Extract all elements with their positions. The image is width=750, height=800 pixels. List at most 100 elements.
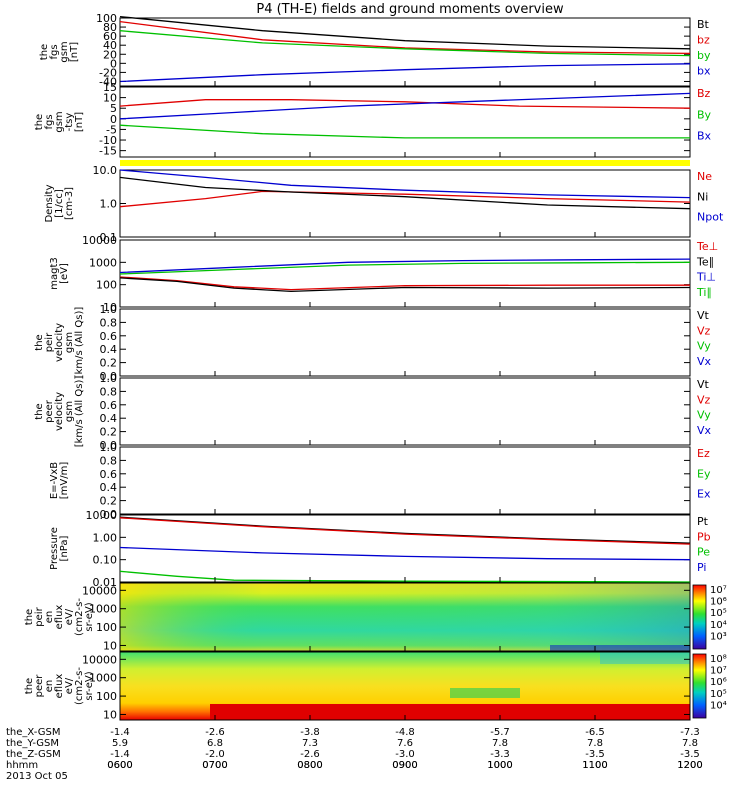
series-line-bz (119, 20, 691, 55)
ephemeris-value: 7.8 (587, 738, 603, 749)
y-axis-label-line: (cm2-s- (74, 598, 85, 636)
y-axis-label-line: en (44, 680, 55, 693)
legend-Npot: Npot (697, 211, 724, 224)
y-tick-label: 100 (96, 621, 117, 634)
panel-frame (119, 169, 691, 238)
series-line-Ni (119, 176, 691, 210)
ephemeris-value: 6.8 (207, 738, 223, 749)
y-tick-label: 1.0 (100, 198, 118, 211)
legend-by: by (697, 49, 711, 62)
y-axis-label: the peer velocity gsm [km/s (All Qs)] (34, 376, 85, 448)
y-axis-label-line: eV/ (64, 677, 75, 694)
y-tick-label: 0.2 (100, 357, 118, 370)
series-line-Pb (119, 517, 691, 545)
y-axis-label-line: [1/cc] (54, 189, 65, 218)
colorbar-label: 10⁷ (710, 585, 727, 596)
legend-Ey: Ey (697, 467, 711, 480)
y-axis-label-line: [km/s (All Qs)] (74, 307, 85, 379)
y-tick-label: 10 (103, 708, 117, 721)
panel-frame (119, 308, 691, 377)
y-tick-label: 1000 (89, 256, 117, 269)
y-tick-label: 10000 (82, 584, 117, 597)
y-tick-label: 0.8 (100, 316, 118, 329)
y-axis-label-line: velocity (54, 392, 65, 431)
time-tick-label: 0800 (297, 760, 322, 771)
legend-Vt: Vt (697, 309, 710, 322)
legend-Te⊥: Te⊥ (696, 240, 718, 253)
y-axis-label-line: eflux (54, 674, 65, 699)
y-tick-label: 1.00 (93, 531, 118, 544)
y-axis-label: the fgs gsm -tsy [nT] (34, 111, 85, 132)
legend-Bx: Bx (697, 130, 712, 143)
y-axis-label-line: gsm (54, 111, 65, 132)
y-axis-label-line: the (34, 334, 45, 350)
ephemeris-value: 7.8 (492, 738, 508, 749)
ephemeris-value: 7.3 (302, 738, 318, 749)
y-tick-label: 0.0 (100, 508, 118, 521)
colorbar-label: 10⁷ (710, 666, 727, 677)
plot-title: P4 (TH-E) fields and ground moments over… (256, 2, 564, 17)
y-axis-label: the fgs gsm [nT] (39, 41, 80, 62)
ephemeris-value: 7.6 (397, 738, 413, 749)
panel-4: 10000 1000 100 10 magt3 [eV] Te⊥ Te∥ Ti⊥ Ti∥ (49, 234, 718, 314)
y-axis-label-line: gsm (64, 332, 75, 353)
panel-10: 10000 1000 100 10 the peer en eflux eV/(cm2-s-sr… (24, 651, 727, 721)
y-tick-label: 40 (103, 39, 117, 52)
legend-Vt: Vt (697, 378, 710, 391)
y-tick-label: 80 (103, 21, 117, 34)
colorbar-label: 10⁴ (710, 620, 727, 631)
colorbar-label: 10⁶ (710, 677, 727, 688)
y-axis-label-line: [eV] (59, 263, 70, 284)
y-axis-label-line: magt3 (49, 257, 60, 290)
panel-8: 10.00 1.00 0.10 0.01 Pressure [nPa] Pt Pb Pe Pi (49, 509, 711, 589)
series-line-Pt (119, 516, 691, 544)
y-axis-label-line: [nT] (74, 112, 85, 132)
legend-By: By (697, 108, 712, 121)
y-tick-label: 0.6 (100, 399, 118, 412)
panel-frame (119, 377, 691, 446)
ephemeris-value: 0700 (202, 760, 227, 771)
electron-spectrogram-low-band (210, 704, 690, 720)
legend-Ti⊥: Ti⊥ (696, 271, 716, 284)
series-line-Te∥ (119, 277, 691, 293)
colorbar-label: 10⁶ (710, 597, 727, 608)
colorbar-label: 10³ (710, 631, 727, 642)
y-axis-label-line: sr-eV) (84, 602, 95, 631)
y-axis-label-line: the (39, 44, 50, 60)
ephemeris-value: -4.8 (395, 727, 415, 738)
legend-Pi: Pi (697, 561, 706, 574)
y-axis-label-line: [cm-3] (64, 187, 75, 220)
series-line-Bt (119, 15, 691, 50)
colorbar-strip (692, 653, 707, 719)
y-axis-label-line: gsm (59, 41, 70, 62)
legend-Pe: Pe (697, 546, 710, 559)
ephemeris-value: 0600 (107, 760, 132, 771)
panel-3: 10.0 1.0 0.1 Density [1/cc] [cm-3] Ne Ni Npot (44, 164, 724, 244)
y-tick-label: -10 (99, 134, 117, 147)
ephemeris-value: -3.0 (395, 749, 415, 760)
y-axis-label-line: the (34, 114, 45, 130)
y-tick-label: 5 (110, 102, 117, 115)
legend-Pt: Pt (697, 515, 709, 528)
y-tick-label: 1000 (89, 672, 117, 685)
y-axis-label: magt3 [eV] (49, 257, 70, 290)
y-tick-label: 0.1 (100, 231, 118, 244)
y-tick-label: 0 (110, 113, 117, 126)
series-line-By (119, 124, 690, 139)
ephemeris-value: 1100 (582, 760, 607, 771)
y-axis-label-line: [mV/m] (59, 462, 70, 500)
panel-frame (119, 514, 691, 583)
legend-Vz: Vz (697, 393, 711, 406)
y-tick-label: 0.2 (100, 426, 118, 439)
ephemeris-value: -6.5 (585, 727, 605, 738)
separator-band (120, 160, 690, 166)
series-line-Ti∥ (119, 261, 691, 275)
series-line-Ti⊥ (119, 258, 691, 274)
y-tick-label: -20 (99, 66, 117, 79)
ephemeris-value: 1000 (487, 760, 512, 771)
ephemeris-value: 5.9 (112, 738, 128, 749)
